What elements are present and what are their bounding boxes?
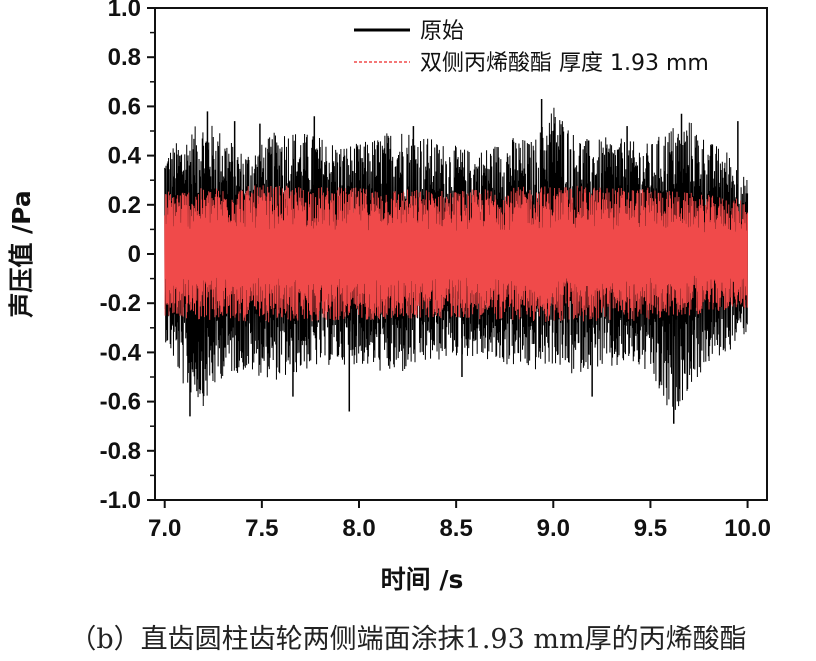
y-tick-label: -0.2 [100, 290, 141, 317]
x-tick-label: 9.5 [634, 515, 667, 542]
y-tick-label: 0.8 [108, 44, 141, 71]
x-tick-label: 8.0 [342, 515, 375, 542]
y-tick-label: -0.4 [100, 339, 142, 366]
y-tick-label: 0 [128, 241, 141, 268]
x-tick-label: 7.5 [245, 515, 278, 542]
y-tick-label: -1.0 [100, 487, 141, 514]
y-tick-label: -0.6 [100, 389, 141, 416]
series-acrylate [164, 185, 749, 323]
y-tick-label: -0.8 [100, 438, 141, 465]
axes: 7.0 7.5 8.0 8.5 9.0 9.5 10.0 -1.0 -0.8 -0.6 -0.4 -0… [100, 0, 771, 542]
figure-caption: （b）直齿圆柱齿轮两侧端面涂抹1.93 mm厚的丙烯酸酯 [69, 624, 747, 655]
y-axis-title: 声压值 /Pa [7, 190, 36, 317]
x-axis-title: 时间 /s [381, 565, 464, 594]
legend-label-original: 原始 [420, 19, 464, 44]
x-tick-label: 10.0 [724, 515, 771, 542]
x-tick-label: 9.0 [537, 515, 570, 542]
x-tick-label: 7.0 [148, 515, 181, 542]
legend: 原始 双侧丙烯酸酯 厚度 1.93 mm [354, 19, 709, 76]
series-line [164, 185, 749, 323]
x-tick-label: 8.5 [439, 515, 472, 542]
y-tick-label: 0.6 [108, 93, 141, 120]
y-tick-label: 0.2 [108, 192, 141, 219]
y-tick-label: 1.0 [108, 0, 141, 22]
legend-label-acrylate: 双侧丙烯酸酯 厚度 1.93 mm [420, 51, 709, 76]
plot-area [164, 99, 749, 424]
series-line [164, 107, 749, 410]
y-tick-label: 0.4 [108, 143, 142, 170]
